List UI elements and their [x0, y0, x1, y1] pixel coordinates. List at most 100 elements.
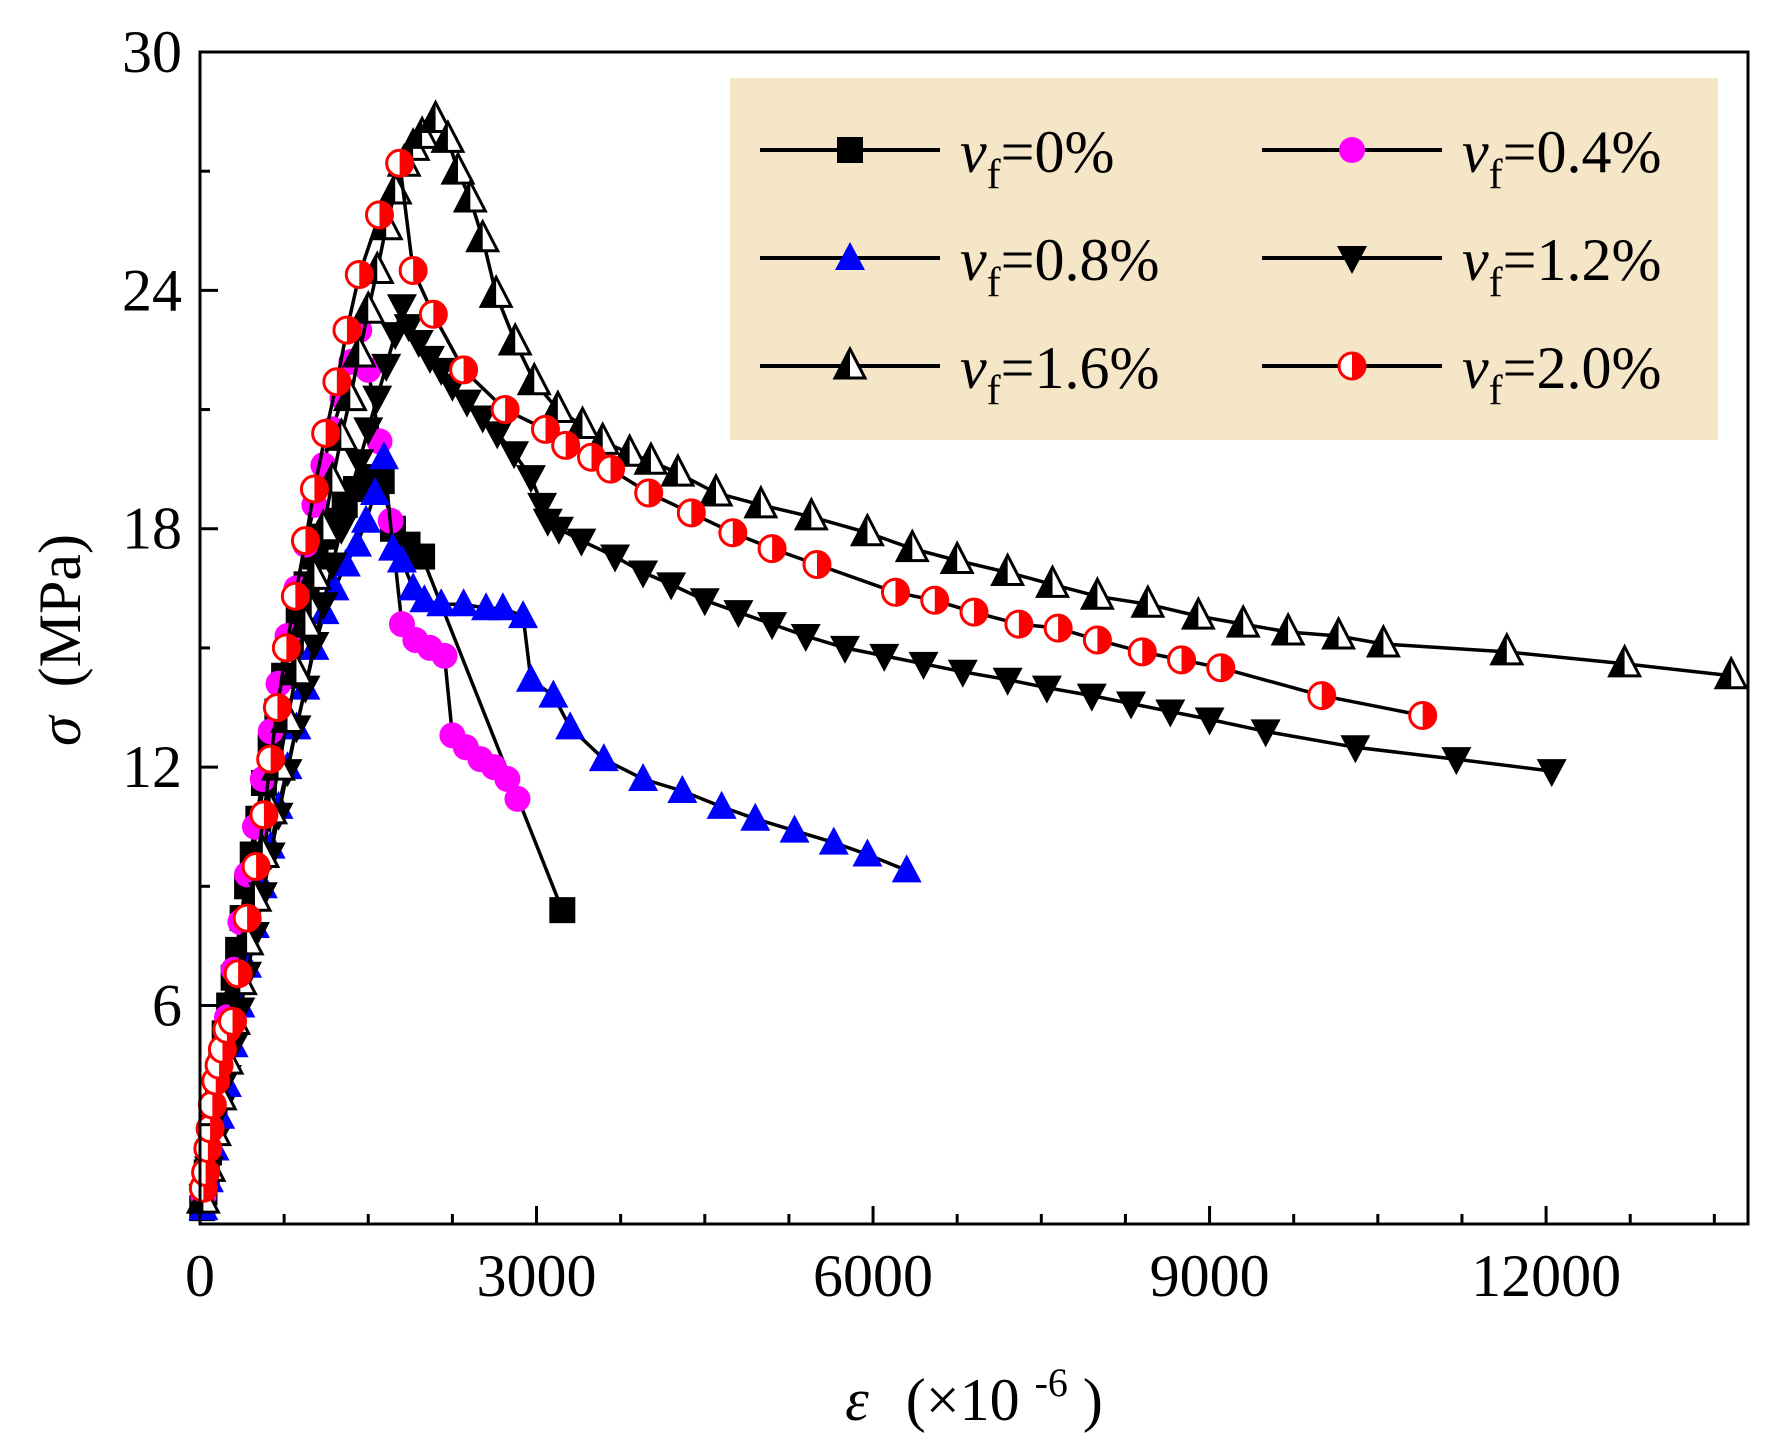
- series-6-point-13: [241, 851, 271, 881]
- series-6-point-5: [197, 1090, 227, 1120]
- series-3-point-43: [852, 838, 883, 867]
- series-4-point-58: [1250, 719, 1281, 748]
- series-3-point-36: [588, 743, 619, 772]
- series-5-point-46: [849, 512, 885, 547]
- y-axis-label-symbol: σ: [27, 714, 93, 746]
- series-1-point-33: [409, 543, 436, 570]
- series-5-point-45: [793, 496, 829, 531]
- series-3-point-27: [409, 584, 440, 613]
- series-4-point-53: [1031, 675, 1062, 704]
- legend-marker: [832, 345, 868, 380]
- series-4-point-56: [1155, 699, 1186, 728]
- legend-marker: [837, 137, 863, 163]
- series-5-point-34: [478, 274, 514, 308]
- series-6-point-20: [299, 474, 329, 504]
- series-5-point-60: [1713, 655, 1749, 690]
- legend-entry-3: vf=0.8%: [760, 227, 1159, 306]
- series-6-point-16: [262, 693, 292, 723]
- series-4-point-36: [515, 465, 546, 494]
- series-6-point-46: [1127, 637, 1157, 667]
- series-4-point-48: [830, 635, 860, 664]
- series-6-point-45: [1082, 625, 1112, 655]
- series-5-point-14: [279, 651, 314, 686]
- series-5-point-52: [1130, 583, 1166, 618]
- series-layer: [185, 99, 1749, 1222]
- series-4-point-40: [566, 528, 597, 557]
- series-3-point-33: [515, 663, 546, 692]
- x-tick-label: 3000: [477, 1243, 597, 1309]
- series-4-point-32: [451, 389, 482, 418]
- legend-entry-5: vf=1.6%: [760, 335, 1159, 414]
- series-6-point-43: [1004, 609, 1034, 639]
- y-tick-label: 24: [122, 257, 182, 323]
- series-5-point-15: [287, 603, 323, 638]
- series-1-point-34: [549, 897, 576, 924]
- x-tick-label: 9000: [1150, 1243, 1270, 1309]
- legend-label: vf=2.0%: [1462, 335, 1661, 414]
- legend-label: vf=0.8%: [960, 227, 1159, 306]
- series-6-point-10: [218, 1006, 248, 1036]
- series-4-point-28: [403, 330, 434, 359]
- series-5-point-30: [430, 119, 466, 153]
- series-6-point-31: [530, 414, 560, 444]
- series-6-point-23: [332, 315, 362, 345]
- series-5-point-47: [894, 528, 930, 563]
- series-4-point-17: [308, 592, 339, 621]
- x-axis-label-unit: (×10: [906, 1367, 1020, 1433]
- series-5-point-36: [516, 361, 552, 396]
- legend-entry-1: vf=0%: [760, 119, 1114, 198]
- legend-marker: [835, 242, 865, 270]
- series-6: [188, 148, 1438, 1203]
- series-6-point-39: [802, 550, 832, 580]
- series-4-point-50: [908, 651, 939, 680]
- series-4-point-54: [1076, 683, 1107, 712]
- series-3-point-34: [538, 679, 569, 708]
- series-4-point-61: [1536, 759, 1567, 788]
- series-4-point-16: [299, 631, 330, 660]
- series-4-point-47: [790, 624, 821, 653]
- series-6-point-26: [385, 148, 415, 178]
- series-3-point-42: [818, 826, 849, 855]
- series-6-point-41: [920, 585, 950, 615]
- series-2-point-28: [431, 642, 458, 669]
- series-4-point-39: [543, 516, 574, 545]
- series-6-point-27: [398, 256, 428, 286]
- series-3-point-23: [368, 441, 399, 470]
- series-6-point-24: [344, 259, 374, 289]
- y-tick-label: 30: [122, 19, 182, 85]
- series-4-point-37: [527, 492, 558, 521]
- legend: vf=0% vf=0.4% vf=0.8% vf=1.2% vf=1.6% vf=2.0%: [730, 78, 1718, 440]
- series-4-point-22: [353, 417, 384, 446]
- series-5-point-31: [440, 150, 476, 185]
- series-6-point-12: [232, 903, 262, 933]
- series-6-point-14: [249, 800, 279, 830]
- series-5-point-59: [1607, 643, 1643, 678]
- y-tick-label: 12: [122, 734, 182, 800]
- series-6-point-21: [311, 418, 341, 448]
- series-6-point-15: [256, 744, 286, 774]
- series-4-point-41: [600, 544, 631, 573]
- series-6-point-22: [322, 367, 352, 397]
- series-4-point-23: [362, 385, 393, 414]
- legend-label: vf=1.2%: [1462, 227, 1661, 306]
- series-4-point-24: [371, 353, 402, 382]
- legend-label: vf=0%: [960, 119, 1114, 198]
- series-3-point-28: [426, 588, 457, 617]
- series-4-point-52: [992, 667, 1023, 696]
- series-6-point-38: [757, 534, 787, 564]
- series-4-point-27: [393, 314, 424, 343]
- series-3-point-19: [330, 548, 361, 577]
- series-6-point-42: [959, 597, 989, 627]
- series-6-point-47: [1167, 645, 1197, 675]
- y-axis-label-unit: (MPa): [27, 534, 93, 687]
- x-axis-label-exponent: -6: [1035, 1360, 1068, 1405]
- series-4-point-60: [1441, 747, 1472, 776]
- legend-entry-6: vf=2.0%: [1262, 335, 1661, 414]
- series-6-point-40: [880, 577, 910, 607]
- legend-label: vf=1.6%: [960, 335, 1159, 414]
- y-axis-label: σ (MPa): [27, 534, 93, 746]
- series-5-point-37: [540, 389, 576, 424]
- y-tick-label: 6: [152, 972, 182, 1038]
- series-4-point-42: [628, 560, 659, 589]
